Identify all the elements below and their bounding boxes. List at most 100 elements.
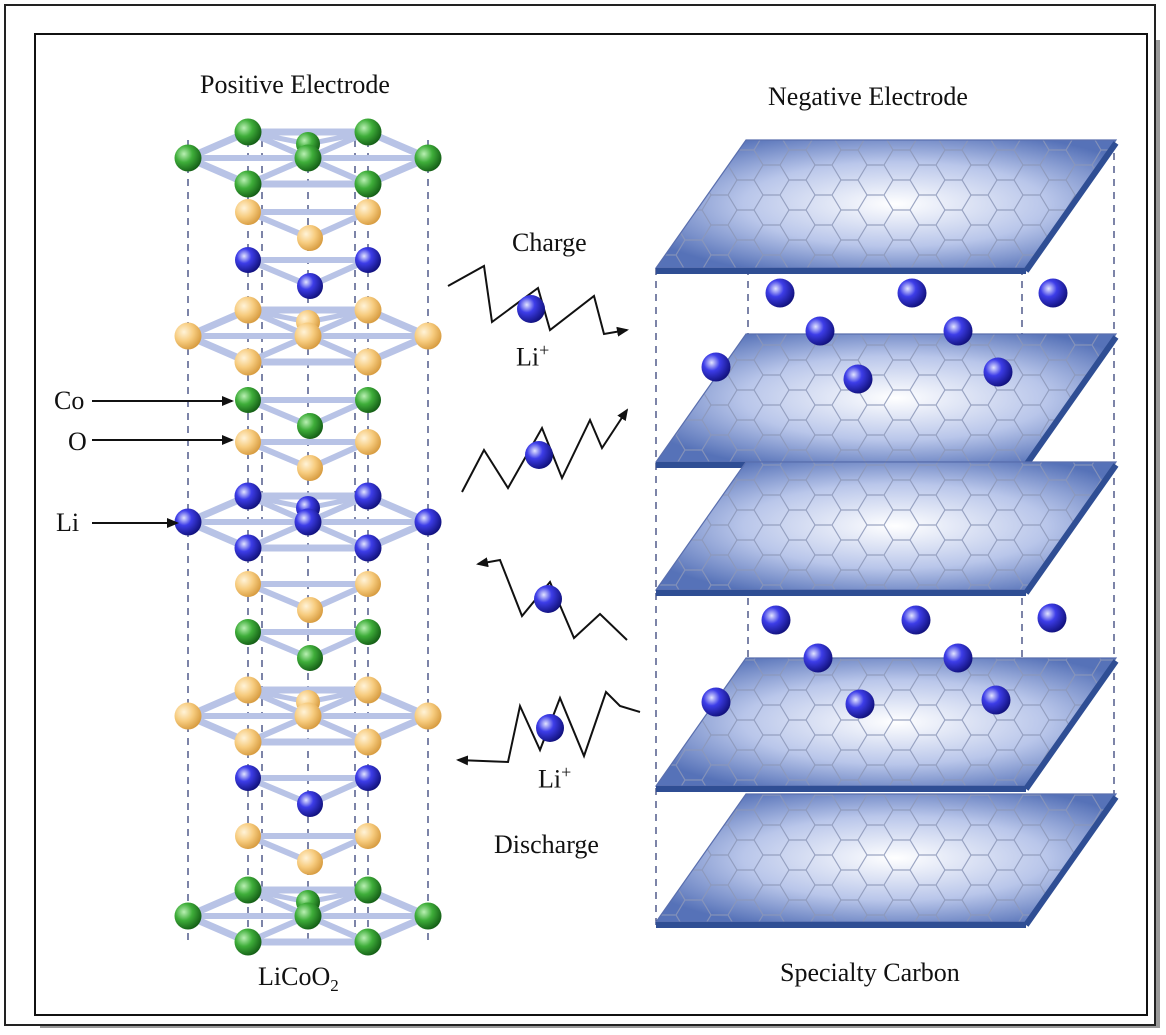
graphene-sheet	[654, 139, 1119, 274]
oxygen-atom	[235, 199, 261, 225]
lithium-atom	[901, 605, 931, 635]
li-tri-layer	[235, 765, 381, 817]
li-ion-symbol: Li	[516, 342, 540, 372]
oxygen-atom	[355, 823, 381, 849]
lithium-atom	[234, 482, 262, 510]
lithium-atom	[355, 765, 381, 791]
oxygen-atom	[294, 322, 322, 350]
hexagon-lattice	[656, 794, 1116, 922]
lithium-atom	[294, 508, 322, 536]
co-hex-layer	[174, 876, 442, 956]
lithium-atom	[297, 791, 323, 817]
cobalt-atom	[234, 118, 262, 146]
co-tri-layer	[235, 387, 381, 439]
graphene-side-edge	[1023, 335, 1119, 467]
cobalt-atom	[234, 170, 262, 198]
lithium-atom	[943, 316, 973, 346]
lithium-atom	[536, 714, 564, 742]
graphene-sheet	[654, 333, 1119, 468]
lithium-atom	[805, 316, 835, 346]
cathode-formula-subscript: 2	[330, 976, 339, 996]
lithium-atom	[235, 247, 261, 273]
lithium-atom	[1037, 603, 1067, 633]
hexagon-lattice	[656, 140, 1116, 268]
graphene-side-edge	[1023, 463, 1119, 595]
co-tri-layer	[235, 619, 381, 671]
oxygen-atom	[234, 348, 262, 376]
cobalt-atom	[297, 413, 323, 439]
oxygen-atom	[235, 823, 261, 849]
lithium-atom	[897, 278, 927, 308]
co-hex-layer	[174, 118, 442, 198]
cobalt-atom	[354, 170, 382, 198]
cobalt-atom	[354, 118, 382, 146]
lithium-atom	[234, 534, 262, 562]
li-ion-label-discharge: Li+	[538, 762, 571, 795]
cobalt-atom	[414, 144, 442, 172]
atom-label-o: O	[68, 427, 87, 456]
lithium-atom	[845, 689, 875, 719]
graphene-sheet	[654, 461, 1119, 596]
cobalt-atom	[174, 144, 202, 172]
graphene-side-edge	[1023, 795, 1119, 927]
cobalt-atom	[235, 619, 261, 645]
atom-label-li: Li	[56, 508, 80, 537]
charge-label: Charge	[512, 228, 587, 257]
ion-path-arrow	[456, 690, 641, 766]
cobalt-atom	[354, 928, 382, 956]
lithium-atom	[297, 273, 323, 299]
lithium-atom	[517, 295, 545, 323]
cobalt-atom	[294, 902, 322, 930]
o-tri-layer	[235, 429, 381, 481]
oxygen-atom	[294, 702, 322, 730]
oxygen-atom	[234, 676, 262, 704]
cobalt-atom	[354, 876, 382, 904]
oxygen-atom	[235, 429, 261, 455]
lithium-atom	[414, 508, 442, 536]
lithium-atom	[983, 357, 1013, 387]
hexagon-lattice	[656, 334, 1116, 462]
oxygen-atom	[297, 455, 323, 481]
cathode-formula: LiCoO2	[258, 962, 339, 996]
graphene-sheet	[654, 793, 1119, 928]
oxygen-atom	[355, 571, 381, 597]
cobalt-atom	[355, 387, 381, 413]
anode-material-label: Specialty Carbon	[780, 958, 960, 987]
lithium-atom	[354, 482, 382, 510]
oxygen-atom	[414, 322, 442, 350]
oxygen-atom	[174, 702, 202, 730]
oxygen-atom	[354, 728, 382, 756]
cobalt-atom	[234, 928, 262, 956]
cathode-structure	[92, 118, 442, 956]
oxygen-atom	[354, 676, 382, 704]
lithium-atom	[354, 534, 382, 562]
lithium-atom	[761, 605, 791, 635]
o-hex-layer	[174, 676, 442, 756]
oxygen-atom	[235, 571, 261, 597]
li-hex-layer	[174, 482, 442, 562]
lithium-atom	[843, 364, 873, 394]
graphene-sheet	[654, 657, 1119, 792]
graphene-side-edge	[1023, 659, 1119, 791]
oxygen-atom	[355, 429, 381, 455]
ion-path-arrows	[447, 264, 641, 766]
lithium-atom	[701, 687, 731, 717]
o-tri-layer	[235, 571, 381, 623]
lithium-atom	[803, 643, 833, 673]
oxygen-atom	[234, 728, 262, 756]
lithium-atom	[701, 352, 731, 382]
ion-path-arrow	[476, 557, 628, 641]
lithium-atom	[943, 643, 973, 673]
oxygen-atom	[414, 702, 442, 730]
lithium-atom	[525, 441, 553, 469]
oxygen-atom	[234, 296, 262, 324]
li-ion-label-charge: Li+	[516, 340, 549, 373]
negative-electrode-title: Negative Electrode	[768, 82, 968, 111]
lithium-atom	[1038, 278, 1068, 308]
oxygen-atom	[297, 849, 323, 875]
oxygen-atom	[354, 296, 382, 324]
cobalt-atom	[234, 876, 262, 904]
lithium-atom	[174, 508, 202, 536]
discharge-label: Discharge	[494, 830, 599, 859]
